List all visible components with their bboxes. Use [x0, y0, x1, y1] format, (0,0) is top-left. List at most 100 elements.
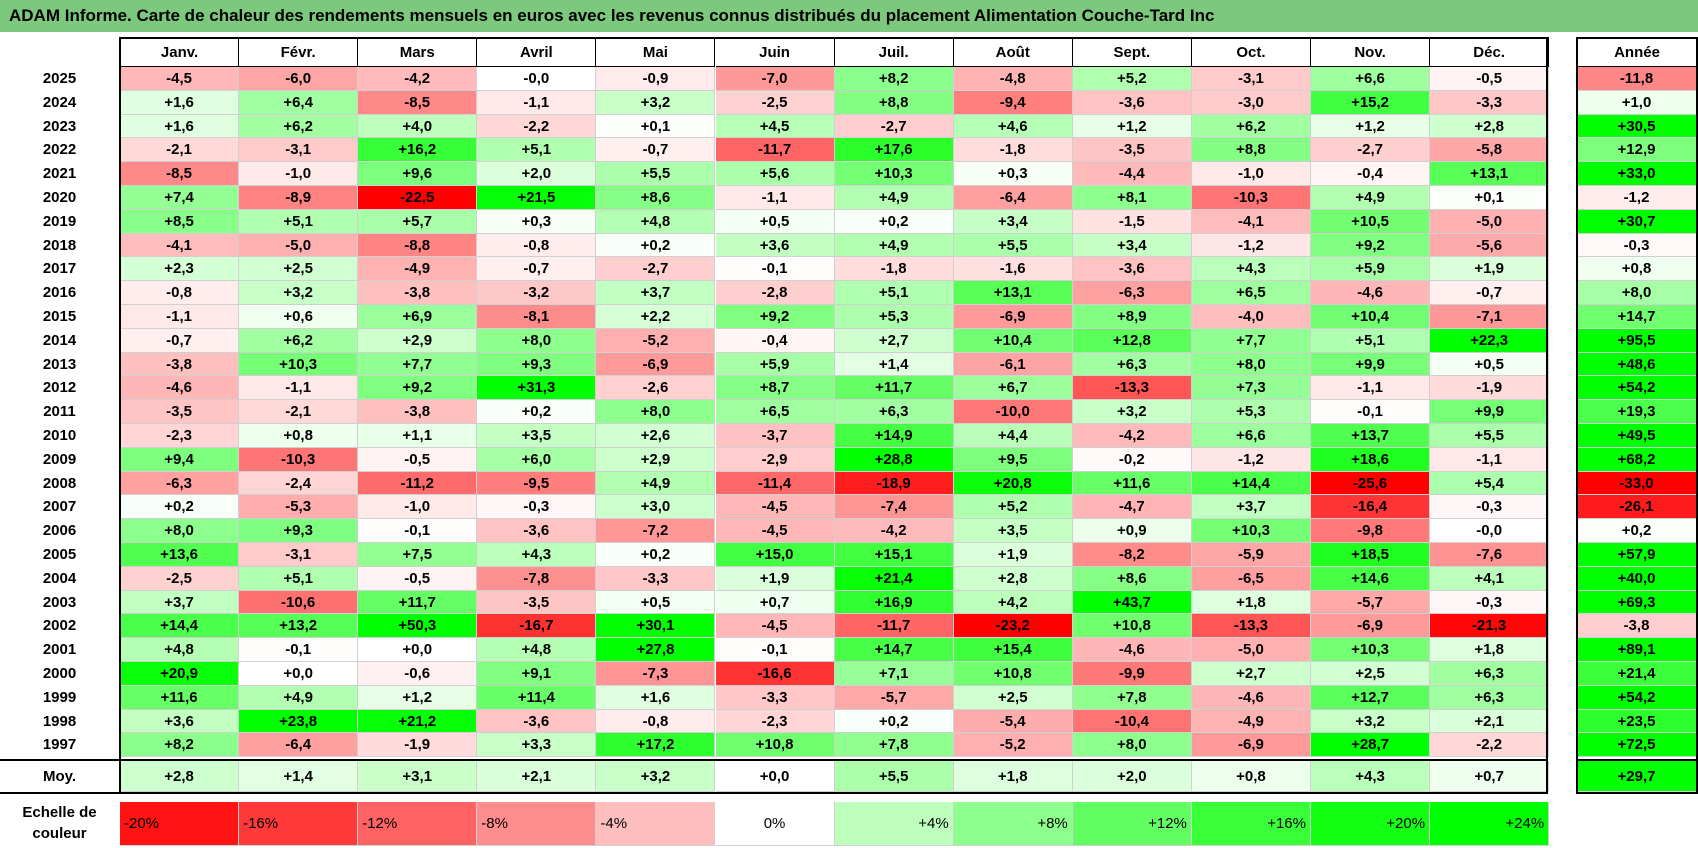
- heatmap-cell: -3,8: [120, 352, 240, 377]
- heatmap-cell: +2,2: [596, 305, 716, 329]
- average-separator-label: [0, 759, 119, 761]
- heatmap-cell: +1,2: [1072, 114, 1192, 139]
- heatmap-cell: +9,2: [358, 376, 478, 401]
- heatmap-cell: -0,6: [358, 662, 478, 686]
- heatmap-cell: +13,7: [1311, 424, 1431, 448]
- color-scale-step: +12%: [1072, 802, 1192, 846]
- heatmap-cell: +0,7: [715, 590, 835, 615]
- heatmap-cell: +4,2: [953, 590, 1073, 615]
- heatmap-cell: -0,5: [358, 447, 478, 472]
- heatmap-cell: +4,9: [1311, 186, 1431, 210]
- heatmap-cell: -3,8: [358, 400, 478, 424]
- heatmap-cell: +2,1: [1430, 709, 1550, 734]
- heatmap-cell: -1,1: [239, 376, 359, 401]
- column-header: Nov.: [1311, 37, 1431, 67]
- heatmap-cell: +8,8: [1191, 138, 1311, 163]
- heatmap-cell: +5,3: [834, 305, 954, 329]
- heatmap-cell: -2,9: [715, 447, 835, 472]
- color-scale-step: +20%: [1311, 802, 1431, 846]
- heatmap-cell: -5,0: [1191, 638, 1311, 662]
- row-year-label: 2019: [42, 212, 77, 230]
- heatmap-cell: +5,5: [953, 233, 1073, 258]
- heatmap-cell: -3,3: [715, 685, 835, 710]
- heatmap-cell: +12,8: [1072, 328, 1192, 353]
- heatmap-cell: -10,6: [239, 590, 359, 615]
- heatmap-cell: +4,8: [477, 638, 597, 662]
- row-year-label: 2012: [42, 379, 77, 397]
- heatmap-cell: +5,4: [1430, 471, 1550, 496]
- heatmap-cell: -16,4: [1311, 495, 1431, 520]
- heatmap-cell: +4,5: [715, 114, 835, 139]
- heatmap-cell: +1,6: [596, 685, 716, 710]
- heatmap-cell: +10,4: [1311, 305, 1431, 329]
- row-year-label: 2008: [42, 474, 77, 492]
- annual-cell: +48,6: [1577, 352, 1697, 377]
- heatmap-cell: +11,4: [477, 685, 597, 710]
- heatmap-cell: -3,6: [477, 709, 597, 734]
- heatmap-cell: +3,3: [477, 733, 597, 758]
- heatmap-cell: +9,9: [1311, 352, 1431, 377]
- heatmap-cell: -5,7: [1311, 590, 1431, 615]
- heatmap-cell: +5,1: [477, 138, 597, 163]
- heatmap-cell: -6,9: [1311, 614, 1431, 639]
- heatmap-cell: +5,7: [358, 209, 478, 234]
- heatmap-cell: -0,3: [1430, 590, 1550, 615]
- heatmap-cell: +3,6: [120, 709, 240, 734]
- annual-cell: +54,2: [1577, 376, 1697, 401]
- heatmap-cell: -0,1: [715, 257, 835, 282]
- heatmap-cell: +3,6: [715, 233, 835, 258]
- annual-cell: +0,2: [1577, 519, 1697, 543]
- color-scale-step: -8%: [477, 802, 597, 846]
- heatmap-cell: -7,0: [715, 67, 835, 91]
- column-header: Sept.: [1072, 37, 1192, 67]
- heatmap-cell: +6,3: [1430, 662, 1550, 686]
- heatmap-cell: -9,4: [953, 90, 1073, 115]
- heatmap-cell: +0,1: [596, 114, 716, 139]
- row-year-label: 2021: [42, 165, 77, 183]
- heatmap-cell: -4,2: [834, 519, 954, 543]
- annual-cell: -11,8: [1577, 67, 1697, 91]
- heatmap-cell: -4,2: [358, 67, 478, 91]
- heatmap-cell: +6,2: [239, 114, 359, 139]
- heatmap-cell: +3,4: [1072, 233, 1192, 258]
- heatmap-cell: -1,1: [715, 186, 835, 210]
- heatmap-cell: -1,8: [953, 138, 1073, 163]
- heatmap-cell: +0,2: [477, 400, 597, 424]
- heatmap-cell: +3,7: [1191, 495, 1311, 520]
- annual-cell: +23,5: [1577, 709, 1697, 734]
- heatmap-cell: -9,8: [1311, 519, 1431, 543]
- annual-cell: -1,2: [1577, 186, 1697, 210]
- heatmap-cell: -4,6: [1311, 281, 1431, 305]
- average-cell: +1,8: [953, 761, 1073, 792]
- heatmap-cell: +3,2: [239, 281, 359, 305]
- heatmap-cell: -2,6: [596, 376, 716, 401]
- heatmap-cell: -6,1: [953, 352, 1073, 377]
- heatmap-cell: +7,8: [1072, 685, 1192, 710]
- heatmap-cell: -6,5: [1191, 566, 1311, 591]
- heatmap-cell: -4,5: [715, 495, 835, 520]
- heatmap-cell: +0,2: [596, 543, 716, 567]
- heatmap-cell: -3,2: [477, 281, 597, 305]
- row-year-label: 2020: [42, 189, 77, 206]
- heatmap-cell: -1,0: [1191, 162, 1311, 186]
- heatmap-cell: -7,3: [596, 662, 716, 686]
- heatmap-cell: +4,0: [358, 114, 478, 139]
- color-scale-step: +8%: [953, 802, 1073, 846]
- annual-cell: +49,5: [1577, 424, 1697, 448]
- heatmap-cell: -0,7: [120, 328, 240, 353]
- annual-cell: +95,5: [1577, 328, 1697, 353]
- heatmap-cell: +4,6: [953, 114, 1073, 139]
- heatmap-cell: +3,5: [953, 519, 1073, 543]
- heatmap-cell: +7,7: [358, 352, 478, 377]
- heatmap-cell: +4,3: [1191, 257, 1311, 282]
- heatmap-cell: -10,3: [239, 447, 359, 472]
- heatmap-cell: -23,2: [953, 614, 1073, 639]
- heatmap-cell: +0,2: [596, 233, 716, 258]
- heatmap-cell: +5,9: [715, 352, 835, 377]
- heatmap-cell: -1,2: [1191, 447, 1311, 472]
- heatmap-cell: -0,8: [477, 233, 597, 258]
- heatmap-cell: +5,1: [239, 209, 359, 234]
- heatmap-cell: +13,1: [1430, 162, 1550, 186]
- heatmap-cell: -5,4: [953, 709, 1073, 734]
